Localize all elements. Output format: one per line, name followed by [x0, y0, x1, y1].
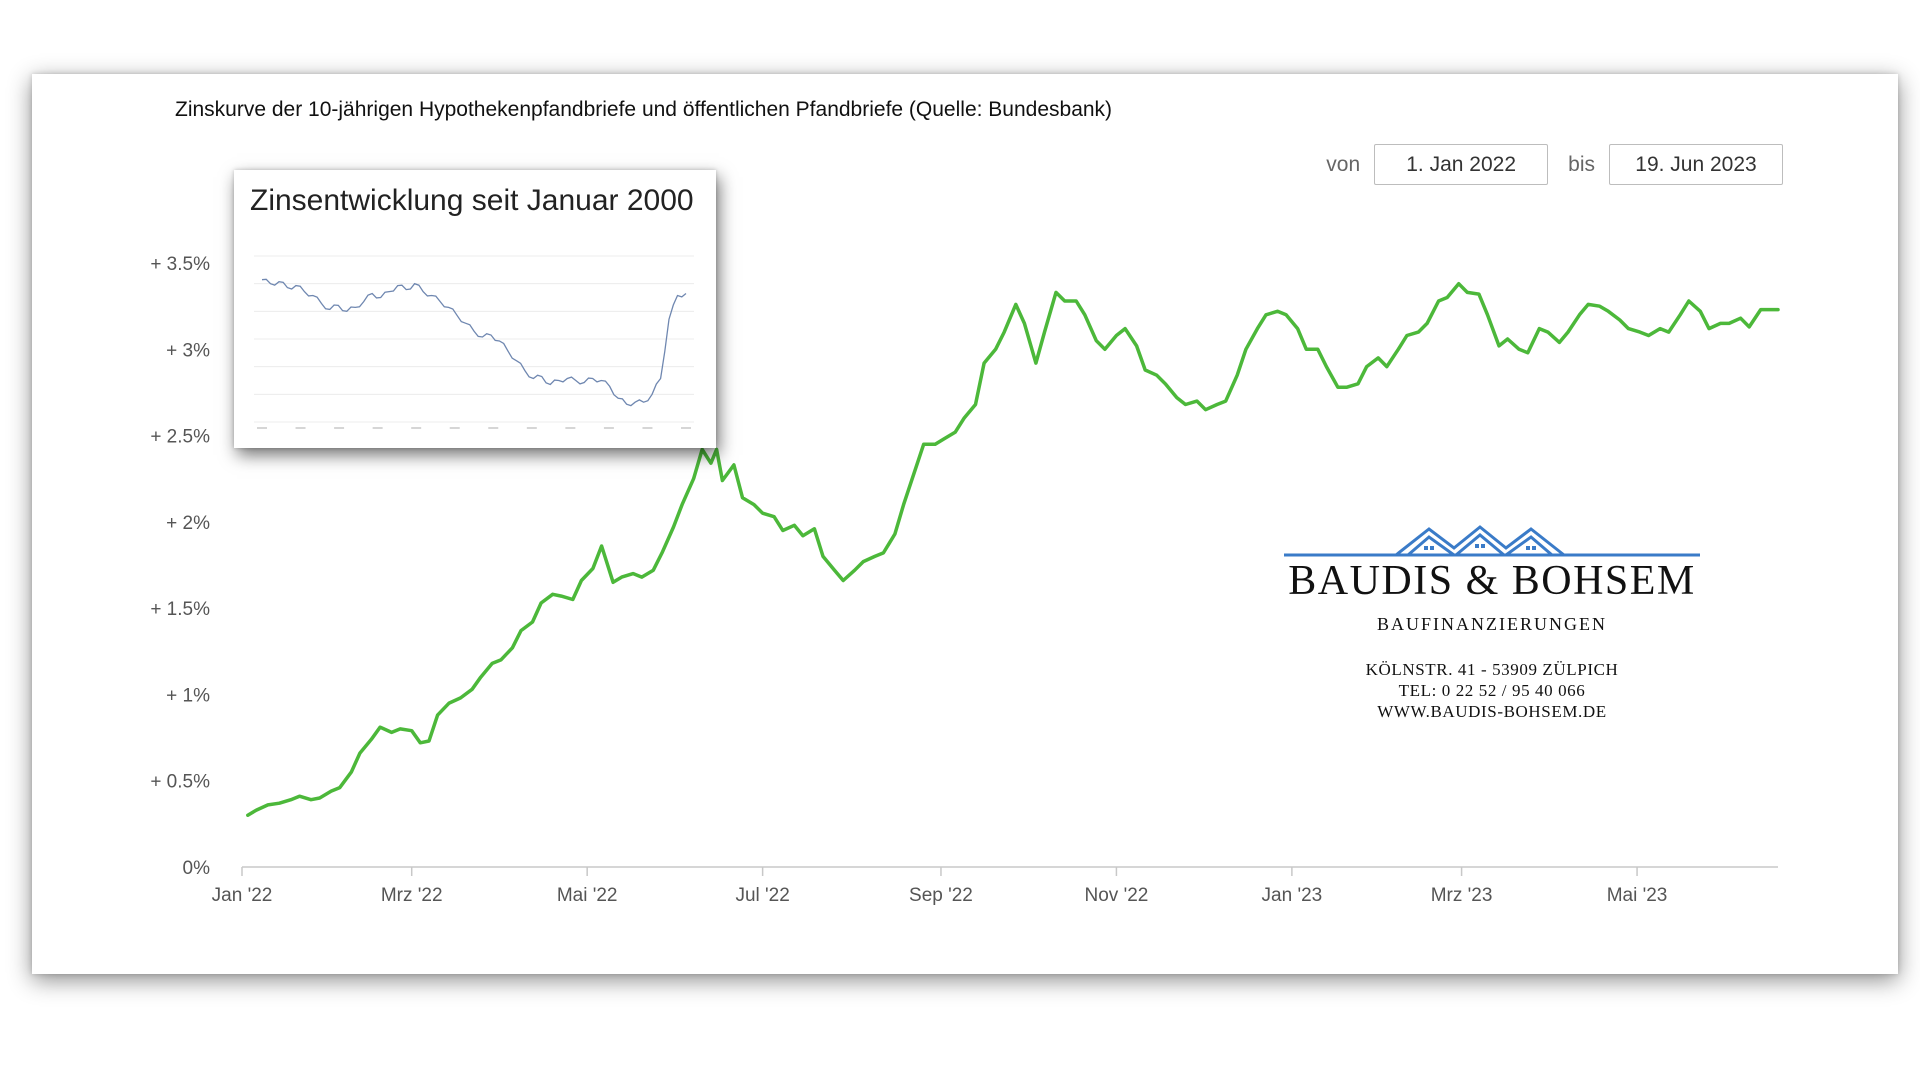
- x-tick-label: Jan '22: [212, 885, 273, 906]
- inset-tick-mark: [257, 427, 267, 429]
- date-range-selector: von 1. Jan 2022 bis 19. Jun 2023: [1326, 144, 1783, 185]
- brand-address: KÖLNSTR. 41 - 53909 ZÜLPICH: [1365, 660, 1619, 679]
- chart-title: Zinskurve der 10-jährigen Hypothekenpfan…: [175, 98, 1113, 121]
- main-chart: 0% + 0.5% + 1% + 1.5% + 2% + 2.5% + 3% + 3.5% Ja…: [150, 254, 1780, 906]
- brand-website[interactable]: WWW.BAUDIS-BOHSEM.DE: [1377, 702, 1607, 721]
- inset-tick-mark: [603, 427, 614, 429]
- x-tick-label: Jul '22: [735, 885, 789, 906]
- y-tick-label: + 1%: [166, 685, 210, 706]
- x-tick-label: Mai '23: [1607, 885, 1668, 906]
- brand-name: BAUDIS & BOHSEM: [1288, 558, 1696, 604]
- house-roofs-icon: [1284, 525, 1700, 557]
- y-tick-label: + 0.5%: [150, 772, 210, 793]
- inset-tick-mark: [372, 427, 383, 429]
- inset-tick-mark: [526, 427, 537, 429]
- inset-chart: [254, 255, 694, 429]
- range-to-label: bis: [1568, 152, 1595, 176]
- brand-tagline: BAUFINANZIERUNGEN: [1377, 614, 1607, 634]
- inset-title: Zinsentwicklung seit Januar 2000: [250, 184, 694, 217]
- range-from-label: von: [1326, 152, 1361, 176]
- y-tick-label: + 3.5%: [150, 254, 210, 275]
- x-tick-label: Jan '23: [1262, 885, 1323, 906]
- y-tick-label: + 3%: [166, 340, 210, 361]
- series-line: [246, 281, 1780, 817]
- inset-tick-mark: [488, 427, 499, 429]
- inset-tick-mark: [642, 427, 653, 429]
- y-tick-label: 0%: [183, 858, 211, 879]
- inset-tick-mark: [449, 427, 460, 429]
- inset-tick-mark: [565, 427, 576, 429]
- range-from-input[interactable]: 1. Jan 2022: [1374, 144, 1549, 185]
- y-tick-label: + 2%: [166, 513, 210, 534]
- x-tick-label: Nov '22: [1085, 885, 1149, 906]
- inset-tick-mark: [411, 427, 422, 429]
- chart-card: 0% + 0.5% + 1% + 1.5% + 2% + 2.5% + 3% + 3.5% Ja…: [32, 74, 1898, 974]
- x-tick-label: Mai '22: [557, 885, 618, 906]
- inset-tick-mark: [681, 427, 691, 429]
- brand-phone: TEL: 0 22 52 / 95 40 066: [1398, 681, 1586, 700]
- y-tick-label: + 2.5%: [150, 427, 210, 448]
- x-tick-label: Mrz '22: [381, 885, 443, 906]
- inset-tick-mark: [334, 427, 345, 429]
- inset-tick-mark: [295, 427, 306, 429]
- inset-history-chart: Zinsentwicklung seit Januar 2000: [234, 170, 716, 448]
- range-to-input[interactable]: 19. Jun 2023: [1609, 144, 1783, 185]
- company-logo: BAUDIS & BOHSEM BAUFINANZIERUNGEN KÖLNST…: [1284, 524, 1700, 724]
- x-tick-label: Mrz '23: [1431, 885, 1493, 906]
- x-tick-label: Sep '22: [909, 885, 973, 906]
- inset-series-line: [261, 278, 687, 407]
- y-tick-label: + 1.5%: [150, 599, 210, 620]
